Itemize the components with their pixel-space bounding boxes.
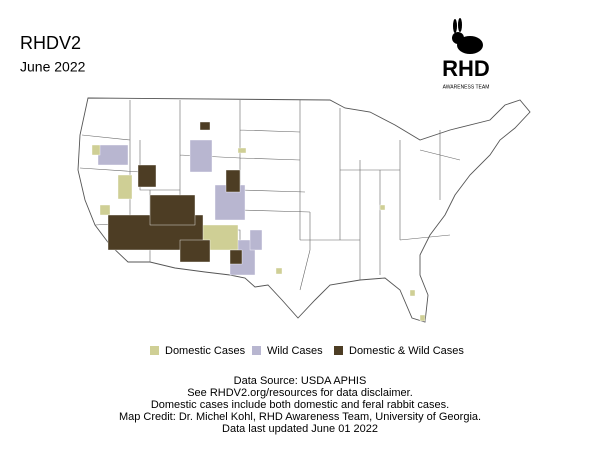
- both-patch: [179, 239, 211, 263]
- subtitle: June 2022: [20, 59, 86, 75]
- logo: RHD AWARENESS TEAM: [442, 18, 490, 90]
- wild-patch: [249, 229, 263, 251]
- footer-line: Map Credit: Dr. Michel Kohl, RHD Awarene…: [119, 411, 481, 423]
- domestic-patch: [99, 204, 111, 216]
- legend-label: Domestic Cases: [165, 345, 246, 357]
- domestic-patch: [379, 204, 386, 211]
- both-patch: [137, 164, 157, 188]
- both-patch: [149, 194, 196, 226]
- footer-line: Data Source: USDA APHIS: [234, 375, 367, 387]
- legend-label: Wild Cases: [267, 345, 323, 357]
- legend-swatch: [334, 346, 343, 355]
- domestic-patch: [275, 267, 283, 275]
- both-patch: [225, 169, 241, 193]
- us-map: [77, 97, 531, 323]
- both-patch: [199, 121, 211, 131]
- legend-swatch: [252, 346, 261, 355]
- rabbit-head: [452, 32, 464, 44]
- rabbit-ear: [453, 19, 457, 33]
- legend: Domestic Cases Wild Cases Domestic & Wild …: [150, 345, 464, 357]
- rabbit-ear: [458, 18, 462, 32]
- domestic-patch: [117, 174, 133, 200]
- logo-caption: AWARENESS TEAM: [443, 84, 490, 90]
- domestic-patch: [419, 314, 426, 322]
- county-patches: [91, 121, 426, 322]
- domestic-patch: [91, 144, 101, 156]
- domestic-patch: [199, 224, 239, 251]
- both-patch: [229, 249, 243, 265]
- domestic-patch: [237, 147, 247, 154]
- us-outline: [77, 97, 531, 323]
- domestic-patch: [409, 289, 416, 297]
- title: RHDV2: [20, 33, 81, 53]
- wild-patch: [189, 139, 213, 173]
- legend-swatch: [150, 346, 159, 355]
- legend-label: Domestic & Wild Cases: [349, 345, 464, 357]
- wild-patch: [97, 144, 129, 166]
- rabbit-body: [457, 36, 483, 54]
- logo-text: RHD: [442, 56, 490, 81]
- footer-line: See RHDV2.org/resources for data disclai…: [187, 387, 413, 399]
- footer-line: Data last updated June 01 2022: [222, 423, 378, 435]
- footer-line: Domestic cases include both domestic and…: [151, 399, 449, 411]
